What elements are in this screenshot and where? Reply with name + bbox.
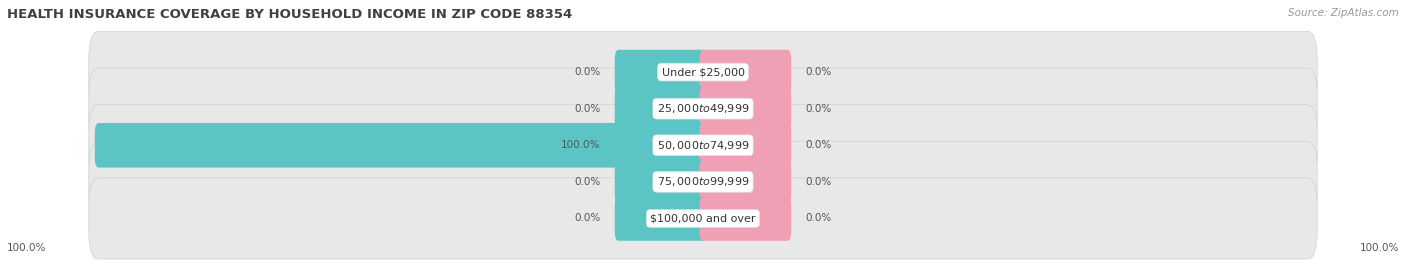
- Text: 100.0%: 100.0%: [7, 243, 46, 253]
- Text: 0.0%: 0.0%: [806, 140, 832, 150]
- Text: Source: ZipAtlas.com: Source: ZipAtlas.com: [1288, 8, 1399, 18]
- FancyBboxPatch shape: [94, 123, 707, 168]
- FancyBboxPatch shape: [614, 160, 707, 204]
- Text: HEALTH INSURANCE COVERAGE BY HOUSEHOLD INCOME IN ZIP CODE 88354: HEALTH INSURANCE COVERAGE BY HOUSEHOLD I…: [7, 8, 572, 21]
- Text: 0.0%: 0.0%: [806, 104, 832, 114]
- FancyBboxPatch shape: [699, 123, 792, 168]
- Text: 0.0%: 0.0%: [806, 177, 832, 187]
- Text: 0.0%: 0.0%: [574, 177, 600, 187]
- Text: 100.0%: 100.0%: [561, 140, 600, 150]
- Text: 0.0%: 0.0%: [806, 213, 832, 224]
- FancyBboxPatch shape: [699, 160, 792, 204]
- FancyBboxPatch shape: [699, 196, 792, 241]
- Text: Under $25,000: Under $25,000: [661, 67, 745, 77]
- Text: $25,000 to $49,999: $25,000 to $49,999: [657, 102, 749, 115]
- Text: 0.0%: 0.0%: [574, 213, 600, 224]
- FancyBboxPatch shape: [89, 105, 1317, 186]
- FancyBboxPatch shape: [614, 86, 707, 131]
- FancyBboxPatch shape: [89, 178, 1317, 259]
- Text: $50,000 to $74,999: $50,000 to $74,999: [657, 139, 749, 152]
- FancyBboxPatch shape: [89, 68, 1317, 149]
- FancyBboxPatch shape: [89, 141, 1317, 222]
- Text: $75,000 to $99,999: $75,000 to $99,999: [657, 175, 749, 188]
- Text: 0.0%: 0.0%: [806, 67, 832, 77]
- Text: $100,000 and over: $100,000 and over: [650, 213, 756, 224]
- FancyBboxPatch shape: [614, 50, 707, 94]
- Text: 0.0%: 0.0%: [574, 104, 600, 114]
- FancyBboxPatch shape: [699, 86, 792, 131]
- Text: 100.0%: 100.0%: [1360, 243, 1399, 253]
- FancyBboxPatch shape: [614, 196, 707, 241]
- FancyBboxPatch shape: [699, 50, 792, 94]
- Text: 0.0%: 0.0%: [574, 67, 600, 77]
- FancyBboxPatch shape: [89, 31, 1317, 113]
